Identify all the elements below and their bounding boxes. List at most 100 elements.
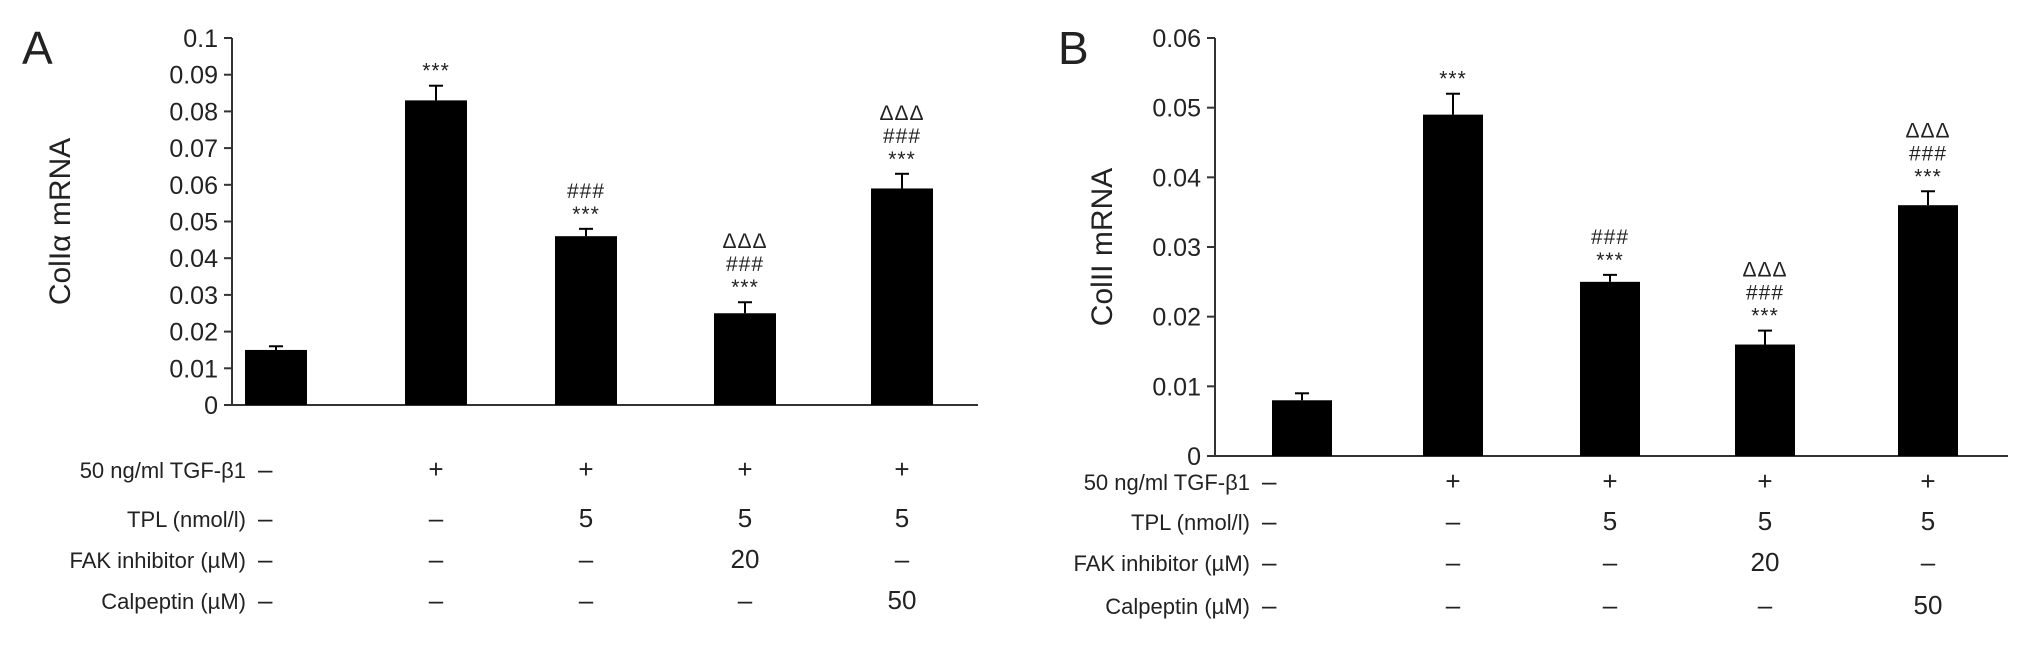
y-tick-label: 0.03 <box>1152 234 1201 262</box>
y-tick-label: 0.02 <box>1152 304 1201 332</box>
y-tick-label: 0.03 <box>169 282 218 310</box>
y-tick-label: 0.05 <box>1152 95 1201 123</box>
condition-value: – <box>1603 547 1618 577</box>
condition-value: + <box>737 454 752 484</box>
condition-value: – <box>895 544 910 574</box>
significance-mark: *** <box>888 148 916 171</box>
y-tick-label: 0.1 <box>183 25 218 53</box>
bar <box>245 349 307 405</box>
condition-label: FAK inhibitor (µM) <box>70 548 247 573</box>
condition-value: – <box>579 585 594 615</box>
condition-value: 5 <box>1603 506 1617 536</box>
condition-dash: – <box>1262 506 1277 536</box>
panel-a: A ColIα mRNA 0 0.01 0.02 0.03 0.04 0.05 0.06 0.07… <box>22 22 978 615</box>
y-tick-label: 0.05 <box>169 209 218 237</box>
condition-value: + <box>1920 466 1935 496</box>
significance-mark: ΔΔΔ <box>722 230 767 253</box>
y-tick-label: 0.09 <box>169 62 218 90</box>
condition-dash: – <box>258 544 273 574</box>
bar <box>555 236 617 405</box>
condition-value: – <box>429 544 444 574</box>
condition-value: 5 <box>738 503 752 533</box>
significance-mark: ### <box>726 253 764 276</box>
y-tick-label: 0 <box>1187 443 1201 471</box>
y-axis-label: ColIα mRNA <box>44 138 77 305</box>
condition-value: 5 <box>1758 506 1772 536</box>
condition-dash: – <box>1262 547 1277 577</box>
y-tick-label: 0.04 <box>1152 164 1201 192</box>
y-tick-label: 0.01 <box>1152 373 1201 401</box>
condition-value: – <box>1446 506 1461 536</box>
y-tick-label: 0.04 <box>169 245 218 273</box>
condition-value: 5 <box>579 503 593 533</box>
bar <box>1272 400 1332 456</box>
significance-mark: *** <box>572 203 600 226</box>
condition-value: + <box>578 454 593 484</box>
significance-mark: ΔΔΔ <box>1905 119 1950 142</box>
condition-value: + <box>1602 466 1617 496</box>
panel-letter: A <box>22 22 53 74</box>
condition-value: – <box>1603 590 1618 620</box>
bar <box>714 313 776 405</box>
significance-mark: *** <box>731 276 759 299</box>
condition-value: 5 <box>895 503 909 533</box>
condition-label: TPL (nmol/l) <box>127 507 246 532</box>
significance-mark: ### <box>1909 142 1947 165</box>
bar <box>1580 281 1640 456</box>
condition-value: + <box>1757 466 1772 496</box>
bar <box>1898 205 1958 456</box>
significance-mark: ### <box>567 180 605 203</box>
bar <box>405 100 467 405</box>
condition-dash: – <box>1262 466 1277 496</box>
significance-mark: ### <box>1591 226 1629 249</box>
condition-label: TPL (nmol/l) <box>1131 510 1250 535</box>
significance-mark: *** <box>1596 249 1624 272</box>
condition-value: – <box>1921 547 1936 577</box>
condition-dash: – <box>1262 590 1277 620</box>
condition-label: 50 ng/ml TGF-β1 <box>1084 470 1250 495</box>
condition-dash: – <box>258 454 273 484</box>
condition-label: FAK inhibitor (µM) <box>1074 551 1251 576</box>
condition-value: 20 <box>731 544 760 574</box>
significance-mark: *** <box>1914 165 1942 188</box>
bar <box>1735 344 1795 456</box>
y-tick-label: 0 <box>204 392 218 420</box>
significance-mark: *** <box>1751 305 1779 328</box>
condition-value: – <box>1446 590 1461 620</box>
condition-dash: – <box>258 503 273 533</box>
bar <box>871 188 933 405</box>
y-tick-label: 0.01 <box>169 355 218 383</box>
significance-mark: *** <box>422 60 450 83</box>
significance-mark: ### <box>1746 282 1784 305</box>
condition-value: + <box>1445 466 1460 496</box>
condition-value: + <box>894 454 909 484</box>
y-axis-label: ColII mRNA <box>1086 168 1119 326</box>
condition-dash: – <box>258 585 273 615</box>
condition-value: 50 <box>888 585 917 615</box>
condition-value: – <box>1446 547 1461 577</box>
condition-value: + <box>428 454 443 484</box>
condition-value: – <box>579 544 594 574</box>
condition-value: 50 <box>1914 590 1943 620</box>
condition-label: Calpeptin (µM) <box>1105 594 1250 619</box>
significance-mark: *** <box>1439 68 1467 91</box>
bar <box>1423 114 1483 456</box>
y-tick-label: 0.06 <box>1152 25 1201 53</box>
significance-mark: ΔΔΔ <box>1742 259 1787 282</box>
condition-value: 5 <box>1921 506 1935 536</box>
condition-value: – <box>738 585 753 615</box>
y-tick-label: 0.07 <box>169 135 218 163</box>
condition-label: 50 ng/ml TGF-β1 <box>80 458 246 483</box>
panel-letter: B <box>1058 22 1089 74</box>
significance-mark: ### <box>883 125 921 148</box>
condition-label: Calpeptin (µM) <box>101 589 246 614</box>
y-tick-label: 0.08 <box>169 98 218 126</box>
y-tick-label: 0.02 <box>169 319 218 347</box>
significance-mark: ΔΔΔ <box>879 102 924 125</box>
condition-value: – <box>1758 590 1773 620</box>
condition-value: – <box>429 585 444 615</box>
y-tick-label: 0.06 <box>169 172 218 200</box>
condition-value: – <box>429 503 444 533</box>
